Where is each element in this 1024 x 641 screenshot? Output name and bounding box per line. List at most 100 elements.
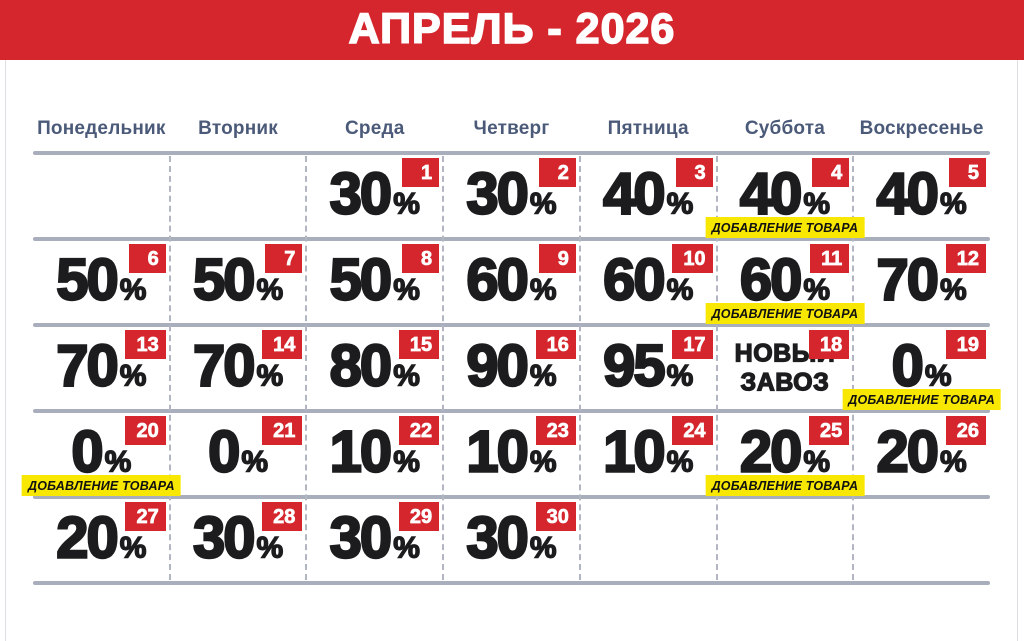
discount-value: 20% [33, 504, 170, 571]
calendar-day-cell: 8 50% [306, 239, 443, 325]
discount-number: 0 [70, 418, 105, 485]
grid-line-vertical-dashed [715, 156, 718, 580]
calendar-day-cell: 28 30% [170, 497, 307, 583]
discount-value: 70% [853, 246, 990, 313]
discount-value: 10% [443, 418, 580, 485]
discount-value: 40% [580, 160, 717, 227]
calendar-cells: 1 30% 2 30% 3 40% 4 40% ДОБАВЛЕНИЕ ТОВАР… [22, 153, 1001, 583]
percent-sign: % [939, 273, 967, 307]
grid-line-vertical-dashed [168, 156, 171, 580]
day-number-badge: 24 [672, 416, 713, 445]
calendar-day-cell: 6 50% [33, 239, 170, 325]
discount-value: 10% [306, 418, 443, 485]
percent-sign: % [256, 359, 284, 393]
percent-sign: % [529, 445, 557, 479]
empty-day-cell [853, 497, 990, 583]
discount-value: 50% [306, 246, 443, 313]
discount-value: 0% [853, 332, 990, 399]
page-edge-left [5, 58, 6, 641]
calendar-day-cell: 19 0% ДОБАВЛЕНИЕ ТОВАРА [842, 325, 1001, 411]
day-number-badge: 6 [128, 244, 166, 273]
discount-number: 50 [192, 246, 257, 313]
discount-value: 40% [717, 160, 854, 227]
calendar-day-cell: 11 60% ДОБАВЛЕНИЕ ТОВАРА [705, 239, 865, 325]
discount-value: 70% [170, 332, 307, 399]
calendar-day-cell: 16 90% [443, 325, 580, 411]
discount-value: 20% [853, 418, 990, 485]
calendar-day-cell: 5 40% [853, 153, 990, 239]
percent-sign: % [529, 273, 557, 307]
restock-note: ДОБАВЛЕНИЕ ТОВАРА [705, 474, 865, 496]
discount-value: 90% [443, 332, 580, 399]
percent-sign: % [392, 359, 420, 393]
discount-value: 20% [717, 418, 854, 485]
discount-value: 0% [170, 418, 307, 485]
empty-day-cell [717, 497, 854, 583]
new-arrival-line2: ЗАВОЗ [740, 367, 830, 396]
discount-value: 60% [717, 246, 854, 313]
percent-sign: % [392, 187, 420, 221]
restock-note: ДОБАВЛЕНИЕ ТОВАРА [705, 216, 865, 238]
discount-value: 30% [306, 160, 443, 227]
grid-line-vertical-dashed [852, 156, 855, 580]
discount-value: 0% [33, 418, 170, 485]
discount-value: 70% [33, 332, 170, 399]
day-number-badge: 17 [672, 330, 713, 359]
percent-sign: % [939, 187, 967, 221]
grid-line-horizontal [33, 323, 990, 327]
day-number-badge: 10 [672, 244, 713, 273]
grid-line-vertical-dashed [305, 156, 308, 580]
grid-line-vertical-dashed [442, 156, 445, 580]
discount-number: 30 [465, 160, 530, 227]
percent-sign: % [529, 187, 557, 221]
discount-value: 30% [443, 160, 580, 227]
calendar-day-cell: 10 60% [580, 239, 717, 325]
percent-sign: % [666, 445, 694, 479]
calendar-day-cell: 15 80% [306, 325, 443, 411]
day-number-badge: 26 [945, 416, 986, 445]
discount-number: 10 [465, 418, 530, 485]
weekday-header-row: Понедельник Вторник Среда Четверг Пятниц… [33, 112, 990, 146]
discount-number: 30 [465, 504, 530, 571]
weekday-friday: Пятница [607, 118, 689, 139]
month-banner: АПРЕЛЬ - 2026 [0, 0, 1024, 60]
weekday-tuesday: Вторник [198, 118, 278, 139]
calendar-day-cell: 7 50% [170, 239, 307, 325]
calendar-day-cell: 18 НОВЫЙ ЗАВОЗ [717, 325, 854, 411]
day-number-badge: 25 [809, 416, 850, 445]
calendar-day-cell: 29 30% [306, 497, 443, 583]
weekday-wednesday: Среда [345, 118, 405, 139]
calendar-day-cell: 1 30% [306, 153, 443, 239]
discount-number: 10 [328, 418, 393, 485]
discount-value: 50% [170, 246, 307, 313]
empty-day-cell [580, 497, 717, 583]
percent-sign: % [119, 359, 147, 393]
discount-number: 60 [602, 246, 667, 313]
calendar-day-cell: 26 20% [853, 411, 990, 497]
day-number-badge: 11 [810, 244, 850, 273]
day-number-badge: 14 [262, 330, 303, 359]
empty-day-cell [170, 153, 307, 239]
discount-number: 40 [739, 160, 804, 227]
calendar-day-cell: 12 70% [853, 239, 990, 325]
percent-sign: % [529, 359, 557, 393]
discount-number: 70 [192, 332, 257, 399]
calendar-day-cell: 20 0% ДОБАВЛЕНИЕ ТОВАРА [22, 411, 181, 497]
calendar-day-cell: 2 30% [443, 153, 580, 239]
day-number-badge: 12 [945, 244, 986, 273]
day-number-badge: 30 [535, 502, 576, 531]
discount-number: 50 [328, 246, 393, 313]
day-number-badge: 8 [402, 244, 440, 273]
empty-day-cell [33, 153, 170, 239]
percent-sign: % [241, 445, 269, 479]
day-number-badge: 20 [125, 416, 166, 445]
day-number-badge: 5 [948, 158, 986, 187]
weekday-thursday: Четверг [473, 118, 550, 139]
calendar-day-cell: 21 0% [170, 411, 307, 497]
day-number-badge: 18 [809, 330, 850, 359]
percent-sign: % [529, 531, 557, 565]
discount-number: 90 [465, 332, 530, 399]
calendar-day-cell: 9 60% [443, 239, 580, 325]
percent-sign: % [924, 359, 952, 393]
percent-sign: % [256, 531, 284, 565]
